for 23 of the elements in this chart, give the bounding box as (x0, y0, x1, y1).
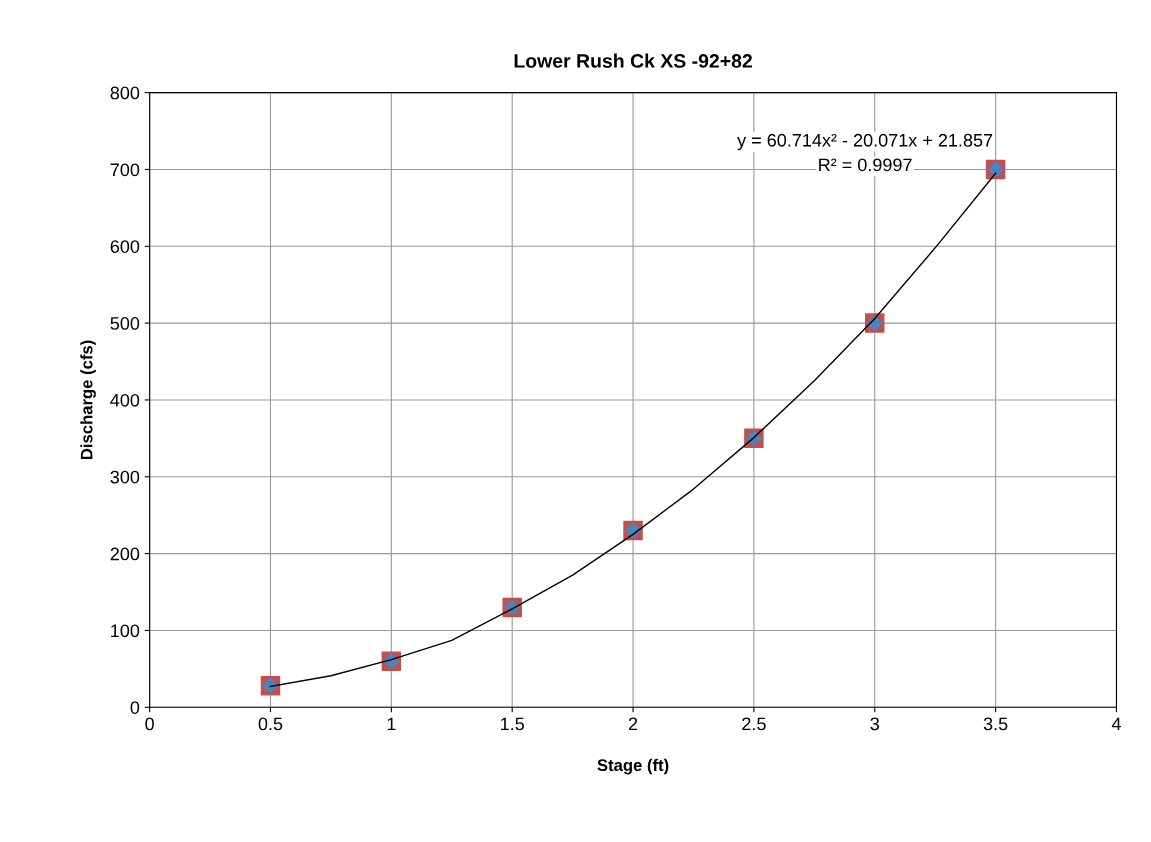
y-tick-label: 100 (111, 624, 140, 638)
x-tick-label: 3.5 (983, 717, 1008, 731)
y-tick-label: 300 (110, 470, 140, 484)
x-tick-label: 1 (387, 717, 396, 731)
x-tick-label: 2.5 (742, 717, 766, 731)
x-tick-label: 0.5 (258, 717, 283, 731)
x-tick-label: 0 (145, 717, 154, 731)
y-tick-label: 200 (110, 547, 140, 561)
y-tick-label: 600 (110, 240, 140, 254)
annotation: R² = 0.9997 (819, 158, 912, 172)
y-tick-label: 700 (110, 163, 140, 177)
x-tick-label: 1.5 (501, 717, 524, 731)
x-tick-label: 2 (628, 717, 638, 731)
y-tick-label: 500 (110, 317, 140, 330)
y-tick-label: 800 (110, 86, 140, 100)
y-tick-label: 0 (130, 701, 140, 714)
chart-title: Lower Rush Ck XS -92+82 (514, 53, 752, 68)
y-axis-title: Discharge (cfs) (80, 340, 96, 460)
x-tick-label: 4 (1111, 717, 1121, 731)
y-tick-label: 400 (110, 393, 140, 407)
x-axis-title: Stage (ft) (597, 758, 669, 775)
x-tick-label: 3 (870, 717, 879, 731)
annotation: y = 60.714x² - 20.071x + 21.857 (737, 133, 993, 151)
